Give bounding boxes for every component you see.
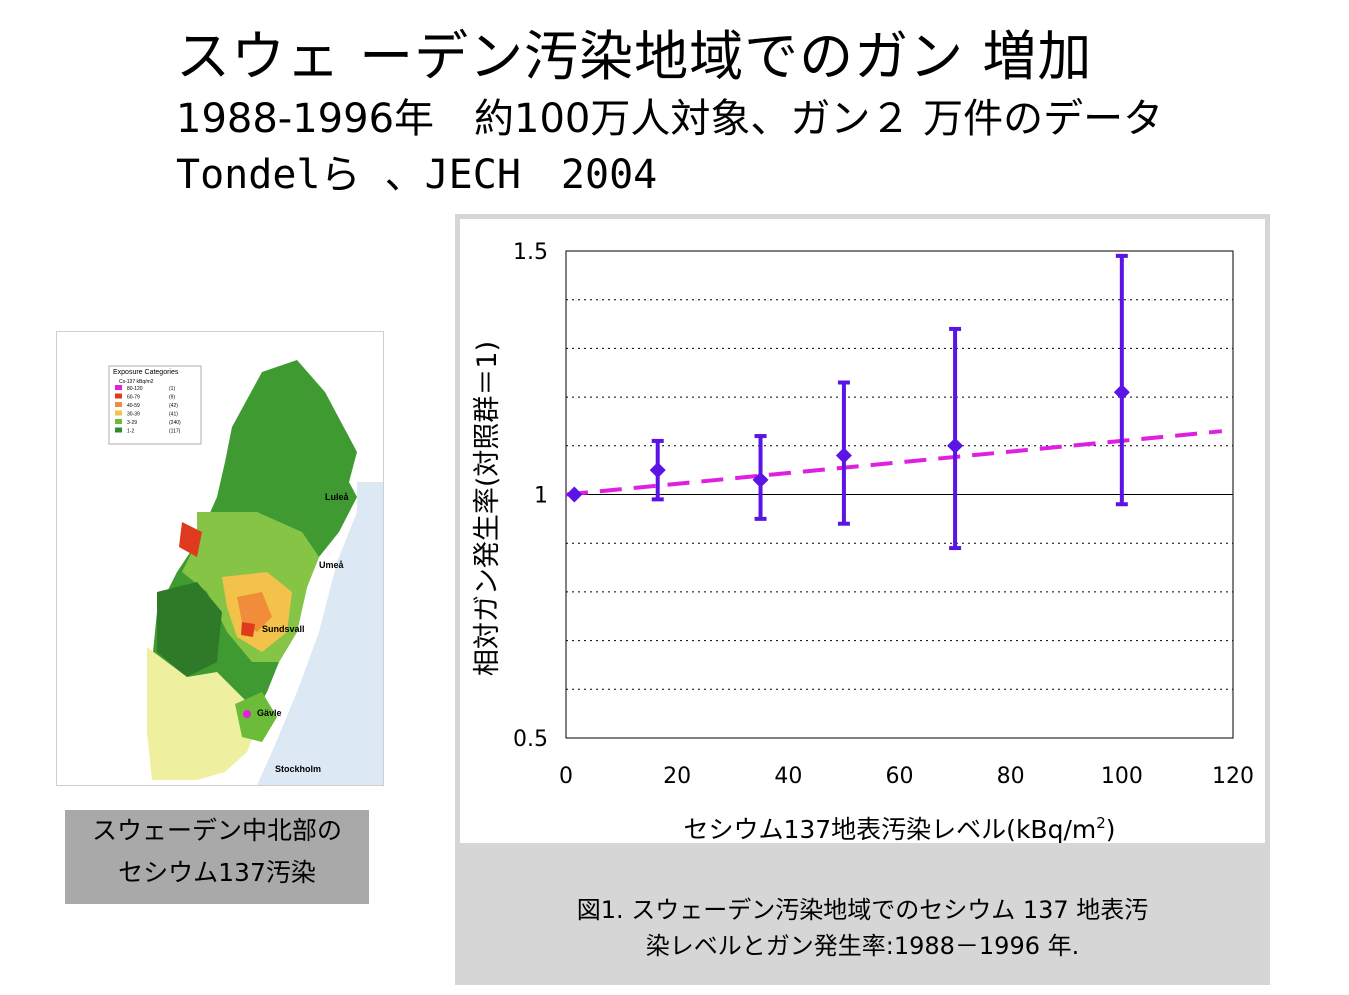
citation: Tondelら 、JECH 2004 [176,152,658,198]
y-axis-label: 相対ガン発生率(対照群＝1) [472,341,503,676]
map-legend-title: Exposure Categories [113,369,179,376]
map-legend-items: 80-120 (1) 60-79 (9) 40-59 (42) 30-39 (41) 3-29 (… [115,385,181,435]
data-point-1 [649,462,666,479]
data-point-5 [1113,384,1130,401]
sweden-map: Exposure Categories Cs-137 kBq/m2 80-120… [108,360,383,785]
city-label-gavle: Gävle [257,708,282,718]
legend-range-0: 80-120 [127,386,143,392]
y-tick-label: 0.5 [513,727,548,752]
map-hotspot-gavle [243,710,251,718]
map-region-inland [157,582,222,677]
figure-caption-line-2: 染レベルとガン発生率:1988－1996 年. [645,932,1080,960]
legend-count-2: (42) [169,403,178,409]
data-point-4 [947,437,964,454]
map-legend-unit: Cs-137 kBq/m2 [119,379,154,385]
map-legend-box [108,365,202,445]
map-region-south [147,647,257,780]
x-tick-label: 80 [997,764,1025,789]
legend-range-4: 3-29 [127,420,137,426]
data-point-3 [835,447,852,464]
legend-count-0: (1) [169,386,175,392]
x-tick-label: 20 [663,764,691,789]
x-tick-label: 120 [1212,764,1254,789]
x-axis-label: セシウム137地表汚染レベル(kBq/m2) [683,814,1115,843]
legend-swatch-5 [115,427,122,433]
chart-panel: 0.5 1 1.5 0 20 40 60 80 100 120 セシウム137地表汚染レベル(kBq… [455,214,1270,985]
chart-area: 0.5 1 1.5 0 20 40 60 80 100 120 セシウム137地表汚染レベル(kBq… [460,219,1265,844]
map-caption-line-1: スウェーデン中北部の [91,816,342,845]
map-region-hotspot-a [237,592,272,632]
legend-swatch-1 [115,393,122,399]
data-point-2 [752,471,769,488]
map-region-hotspot-c [241,622,255,637]
legend-swatch-4 [115,419,122,424]
legend-range-2: 40-59 [127,403,140,409]
legend-range-5: 1-2 [127,429,134,435]
page-title: スウェ ーデン汚染地域でのガン 増加 [176,25,1093,88]
city-label-sundsvall: Sundsvall [262,624,305,634]
map-caption: スウェーデン中北部の セシウム137汚染 [65,810,369,904]
legend-swatch-3 [115,410,122,416]
map-sea [257,482,383,785]
data-point-0 [566,486,583,503]
legend-count-5: (117) [169,429,181,435]
y-tick-label: 1 [534,484,548,509]
map-caption-line-2: セシウム137汚染 [118,858,316,887]
legend-range-3: 30-39 [127,412,140,418]
figure-caption: 図1. スウェーデン汚染地域でのセシウム 137 地表汚 染レベルとガン発生率:… [455,892,1270,964]
legend-count-1: (9) [169,395,175,401]
legend-swatch-2 [115,402,122,407]
city-label-umea: Umeå [319,560,345,570]
x-tick-label: 0 [559,764,573,789]
x-tick-label: 60 [886,764,914,789]
relative-risk-chart: 0.5 1 1.5 0 20 40 60 80 100 120 セシウム137地表汚染レベル(kBq… [472,240,1254,844]
x-tick-label: 40 [774,764,802,789]
map-region-hotspot-b [179,522,202,557]
legend-count-4: (240) [169,420,181,426]
legend-count-3: (41) [169,412,178,418]
trend-line [565,429,1223,497]
map-region-gavle [235,692,277,742]
sweden-map-frame: Exposure Categories Cs-137 kBq/m2 80-120… [56,331,384,786]
y-tick-label: 1.5 [513,240,548,265]
city-label-lulea: Luleå [325,492,350,502]
city-label-stockholm: Stockholm [275,764,321,774]
legend-range-1: 60-79 [127,395,140,401]
x-tick-label: 100 [1101,764,1143,789]
study-description: 1988-1996年 約100万人対象、ガン２ 万件のデータ [176,96,1164,142]
legend-swatch-0 [115,385,122,390]
figure-caption-line-1: 図1. スウェーデン汚染地域でのセシウム 137 地表汚 [576,896,1149,924]
